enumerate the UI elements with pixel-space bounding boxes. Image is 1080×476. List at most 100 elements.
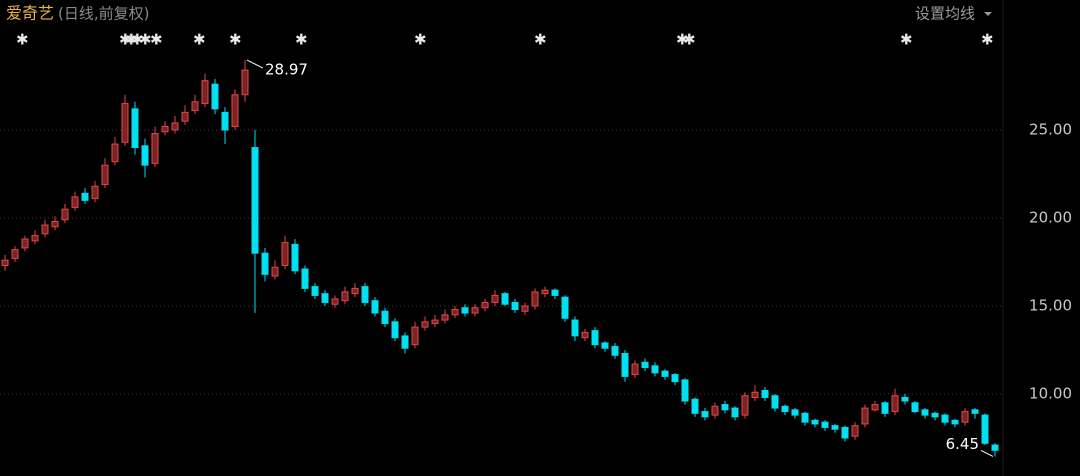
y-tick-label: 25.00	[1029, 120, 1072, 138]
candle-body	[191, 101, 199, 112]
candle-body	[771, 395, 779, 409]
event-marker[interactable]: ✱	[16, 31, 29, 49]
candle-body	[351, 287, 359, 295]
candle-body	[311, 286, 319, 296]
candle-body	[621, 352, 629, 377]
candle-body	[571, 319, 579, 337]
min-arrow	[980, 450, 994, 457]
candle-body	[691, 398, 699, 414]
candle-body	[121, 103, 129, 143]
candle-body	[851, 425, 859, 437]
event-marker[interactable]: ✱	[229, 31, 242, 49]
candle-body	[71, 196, 79, 208]
candle-body	[761, 389, 769, 399]
candle-body	[151, 132, 159, 164]
candle-body	[471, 307, 479, 314]
event-marker[interactable]: ✱	[125, 31, 138, 49]
candle-body	[901, 397, 909, 402]
candle-body	[231, 94, 239, 127]
y-tick-label: 15.00	[1029, 296, 1072, 314]
candle-body	[791, 409, 799, 416]
candle-body	[921, 409, 929, 416]
candle-body	[181, 111, 189, 122]
event-marker[interactable]: ✱	[414, 31, 427, 49]
candle-body	[701, 411, 709, 418]
candle-body	[731, 407, 739, 418]
event-markers: ✱ ✱ ✱ ✱ ✱ ✱ ✱ ✱ ✱ ✱ ✱ ✱ ✱ ✱ ✱	[16, 31, 994, 49]
candle-body	[211, 83, 219, 110]
menu-caret[interactable]	[984, 12, 992, 16]
candle-body	[821, 421, 829, 428]
candle-body	[291, 243, 299, 272]
candle-body	[651, 365, 659, 374]
candle-body	[911, 402, 919, 413]
candle-body	[541, 289, 549, 295]
candle-body	[501, 293, 509, 305]
event-marker[interactable]: ✱	[295, 31, 308, 49]
candle-body	[991, 444, 999, 451]
event-marker[interactable]: ✱	[683, 31, 696, 49]
candle-body	[811, 419, 819, 425]
candle-body	[671, 374, 679, 383]
candle-body	[961, 411, 969, 423]
event-marker[interactable]: ✱	[131, 31, 144, 49]
candle-body	[141, 145, 149, 166]
candle-body	[251, 147, 259, 254]
candle-body	[491, 294, 499, 303]
candle-body	[891, 395, 899, 413]
candle-body	[521, 305, 529, 312]
event-marker[interactable]: ✱	[119, 31, 132, 49]
candle-body	[361, 286, 369, 303]
candle-body	[111, 143, 119, 163]
event-marker[interactable]: ✱	[676, 31, 689, 49]
min-label: 6.45	[946, 435, 979, 453]
event-marker[interactable]: ✱	[534, 31, 547, 49]
candle-body	[1, 259, 9, 266]
y-tick-label: 10.00	[1029, 384, 1072, 402]
candle-body	[101, 164, 109, 186]
event-marker[interactable]: ✱	[900, 31, 913, 49]
candle-body	[11, 249, 19, 259]
candle-body	[601, 342, 609, 349]
candle-body	[641, 361, 649, 369]
max-label: 28.97	[265, 61, 308, 79]
candle-body	[721, 404, 729, 411]
candle-body	[631, 363, 639, 376]
candle-body	[401, 335, 409, 349]
event-marker[interactable]: ✱	[981, 31, 994, 49]
candle-body	[981, 414, 989, 444]
candle-body	[861, 407, 869, 425]
candle-body	[261, 252, 269, 275]
candle-body	[881, 402, 889, 414]
y-tick-label: 20.00	[1029, 208, 1072, 226]
event-marker[interactable]: ✱	[193, 31, 206, 49]
candle-body	[531, 291, 539, 307]
candle-body	[871, 404, 879, 411]
candle-body	[661, 370, 669, 377]
event-marker[interactable]: ✱	[139, 31, 152, 49]
candle-body	[971, 409, 979, 414]
candle-body	[831, 425, 839, 430]
candle-body	[751, 391, 759, 399]
candle-body	[481, 301, 489, 309]
candle-body	[381, 310, 389, 325]
candle-body	[611, 345, 619, 356]
ma-settings[interactable]: 设置均线	[915, 5, 975, 23]
candle-body	[591, 330, 599, 346]
candle-body	[81, 192, 89, 201]
candle-body	[941, 414, 949, 423]
candle-body	[341, 291, 349, 302]
candle-body	[61, 208, 69, 221]
candle-body	[931, 412, 939, 418]
candle-body	[391, 321, 399, 339]
candle-body	[201, 80, 209, 105]
candle-body	[271, 266, 279, 277]
candle-body	[91, 185, 99, 200]
chart-title: 爱奇艺	[6, 4, 54, 23]
candle-body	[551, 289, 559, 296]
event-marker[interactable]: ✱	[150, 31, 163, 49]
candle-body	[371, 300, 379, 314]
candle-body	[511, 301, 519, 310]
candle-body	[421, 321, 429, 328]
